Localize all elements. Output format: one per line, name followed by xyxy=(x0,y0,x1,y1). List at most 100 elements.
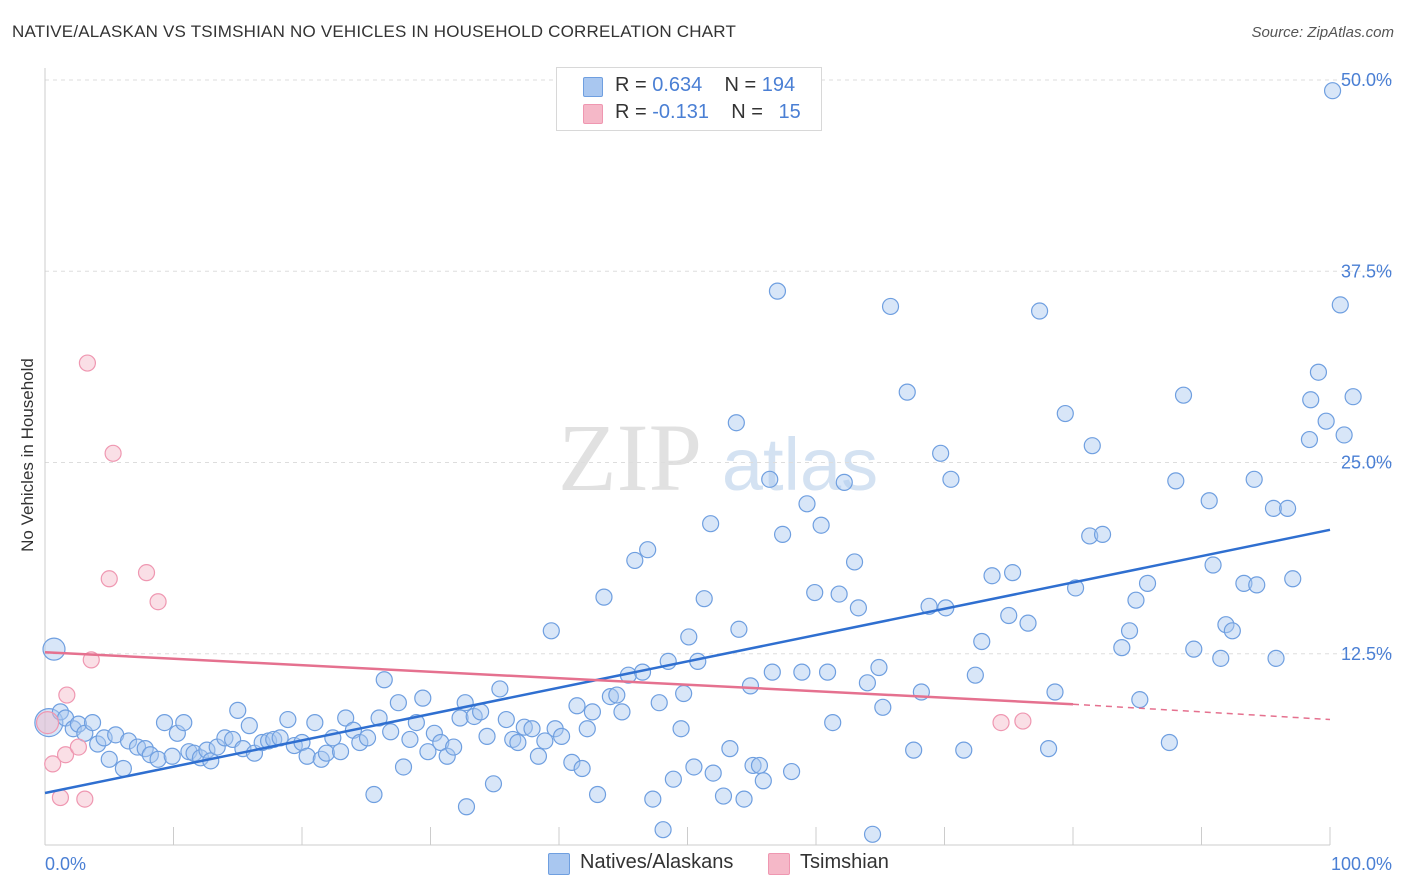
natives-point xyxy=(114,759,132,778)
natives-point xyxy=(1245,470,1263,488)
natives-point xyxy=(198,741,216,759)
natives-point xyxy=(695,590,713,608)
natives-point xyxy=(1267,649,1285,667)
natives-trend-line xyxy=(44,528,1331,795)
natives-point xyxy=(754,772,772,790)
tsimshian-legend-label: Tsimshian xyxy=(800,851,889,873)
natives-point xyxy=(1217,616,1235,634)
natives-point xyxy=(42,637,66,661)
natives-point xyxy=(568,697,586,715)
natives-point xyxy=(626,551,644,570)
natives-point xyxy=(773,525,792,544)
natives-point xyxy=(942,470,960,488)
natives-point xyxy=(1302,391,1320,409)
natives-point xyxy=(401,730,419,749)
natives-point xyxy=(932,444,950,462)
natives-point xyxy=(806,583,824,602)
natives-point xyxy=(1056,404,1074,423)
tsimshian-trend-extension xyxy=(1072,703,1331,721)
natives-point xyxy=(1113,639,1131,657)
natives-point xyxy=(457,798,476,816)
natives-point xyxy=(382,723,400,741)
natives-point xyxy=(472,703,490,721)
natives-point xyxy=(69,715,88,733)
natives-point xyxy=(331,743,350,761)
natives-point xyxy=(730,620,748,638)
natives-point xyxy=(451,709,469,727)
natives-point xyxy=(874,698,892,716)
y-tick-label: 12.5% xyxy=(1341,644,1392,664)
natives-point xyxy=(1235,574,1253,592)
tsimshian-point xyxy=(137,564,156,582)
natives-point xyxy=(824,713,842,732)
natives-point xyxy=(672,720,690,738)
natives-point xyxy=(394,758,413,776)
natives-point xyxy=(240,717,258,735)
natives-point xyxy=(741,677,760,695)
natives-point xyxy=(1264,499,1283,517)
natives-point xyxy=(1046,683,1064,701)
natives-point xyxy=(721,740,739,758)
natives-point xyxy=(478,727,496,745)
tsimshian-point xyxy=(992,713,1010,732)
natives-point xyxy=(1344,388,1362,406)
natives-point xyxy=(744,756,762,775)
natives-point xyxy=(491,680,509,698)
natives-point xyxy=(735,790,753,808)
natives-point xyxy=(1138,574,1157,592)
y-tick-label: 25.0% xyxy=(1341,453,1392,473)
natives-point xyxy=(229,701,247,719)
tsimshian-stats: R = -0.131 N = 15 xyxy=(615,101,801,123)
tsimshian-point xyxy=(56,746,75,764)
natives-point xyxy=(1127,591,1145,609)
chart-title: NATIVE/ALASKAN VS TSIMSHIAN NO VEHICLES … xyxy=(12,22,737,41)
natives-point xyxy=(727,414,745,432)
natives-point xyxy=(563,753,581,771)
natives-point xyxy=(835,473,853,491)
natives-point xyxy=(898,383,916,401)
natives-point xyxy=(601,687,620,706)
natives-point xyxy=(1004,564,1022,582)
natives-point xyxy=(1212,649,1230,667)
natives-point xyxy=(595,588,613,606)
natives-point xyxy=(973,632,991,651)
tsimshian-point xyxy=(35,710,60,735)
natives-point xyxy=(798,495,816,513)
tsimshian-swatch xyxy=(583,104,603,124)
natives-point xyxy=(504,730,522,749)
natives-point xyxy=(370,709,388,727)
natives-point xyxy=(279,710,297,729)
natives-point xyxy=(782,762,801,781)
y-tick-label: 50.0% xyxy=(1341,70,1392,90)
natives-point xyxy=(119,732,138,750)
natives-point xyxy=(685,758,703,776)
natives-point xyxy=(1317,412,1335,430)
natives-point xyxy=(1200,492,1218,510)
natives-point xyxy=(608,686,626,704)
natives-point xyxy=(613,703,631,721)
natives-point xyxy=(1019,614,1037,632)
tsimshian-point xyxy=(100,570,118,588)
natives-point xyxy=(664,770,682,788)
natives-point xyxy=(1323,82,1342,100)
natives-point xyxy=(1131,691,1149,709)
natives-point xyxy=(702,515,720,533)
natives-point xyxy=(761,470,779,488)
natives-point xyxy=(1000,606,1018,625)
natives-point xyxy=(375,671,393,689)
tsimshian-point xyxy=(78,354,97,372)
natives-point xyxy=(1335,426,1353,444)
natives-point xyxy=(644,790,662,808)
natives-point xyxy=(858,674,877,692)
natives-point xyxy=(1223,622,1241,640)
natives-point xyxy=(1083,437,1101,455)
natives-point xyxy=(905,741,923,759)
natives-point xyxy=(1309,363,1328,381)
x-tick-label: 100.0% xyxy=(1331,854,1392,874)
natives-point xyxy=(588,785,607,804)
natives-point xyxy=(425,724,443,742)
natives-swatch xyxy=(583,77,603,97)
natives-point xyxy=(155,713,174,732)
natives-point xyxy=(830,585,848,603)
